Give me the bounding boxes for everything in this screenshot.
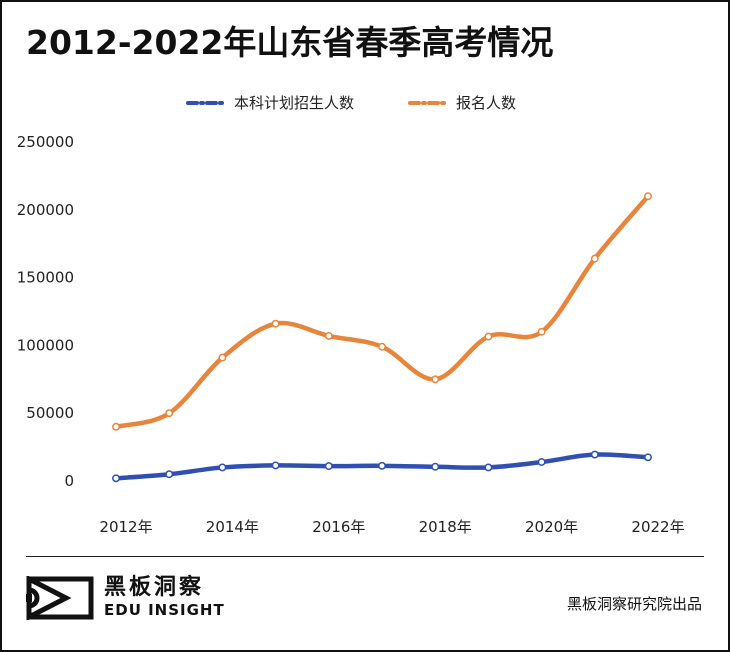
brand-name-cn: 黑板洞察 [104,575,205,600]
x-tick-label: 2018年 [419,518,472,536]
brand-name-en: EDU INSIGHT [104,601,225,619]
data-point-1-6 [431,375,440,384]
data-point-0-9 [590,450,599,459]
legend-swatch-enrollment [186,100,226,105]
data-point-1-2 [218,353,227,362]
footer-divider [26,556,704,557]
data-point-0-10 [644,453,652,462]
data-point-1-5 [378,342,386,351]
credit-text: 黑板洞察研究院出品 [566,595,702,613]
y-tick-label: 0 [64,472,74,490]
data-point-0-8 [537,458,546,466]
x-tick-label: 2014年 [206,518,259,536]
legend-label-enrollment: 本科计划招生人数 [234,94,355,112]
chart-legend: 本科计划招生人数 报名人数 [0,92,730,116]
x-tick-label: 2016年 [312,518,365,536]
page-title: 2012-2022年山东省春季高考情况 [26,23,554,62]
brand-logo: 黑板洞察 EDU INSIGHT [26,576,225,620]
x-tick-label: 2022年 [631,518,684,536]
data-point-1-7 [484,332,493,341]
data-point-1-0 [112,422,120,431]
data-point-1-3 [271,319,280,328]
line-chart: 0 50000 100000 150000 200000 250000 2012年 2014… [17,133,685,536]
data-point-1-4 [324,331,333,340]
legend-item-applicants: 报名人数 [408,92,516,113]
series-line-1 [113,193,651,430]
data-point-1-9 [590,254,599,263]
edu-insight-logo-icon [26,576,94,620]
y-tick-label: 100000 [17,336,74,354]
data-point-0-1 [165,470,174,479]
y-axis-ticks: 0 50000 100000 150000 200000 250000 [17,133,74,490]
x-tick-label: 2012年 [99,518,152,536]
y-tick-label: 150000 [17,269,74,287]
y-tick-label: 250000 [17,133,74,151]
legend-item-enrollment: 本科计划招生人数 [186,92,354,113]
y-tick-label: 50000 [26,404,74,422]
data-point-0-0 [112,474,120,483]
series-layer [112,192,652,483]
data-point-0-3 [271,461,280,470]
data-point-1-1 [165,409,174,418]
data-point-1-10 [644,192,652,201]
data-point-0-7 [484,463,493,472]
x-tick-label: 2020年 [525,518,578,536]
data-point-0-6 [431,462,440,471]
data-point-0-4 [324,462,333,471]
legend-label-applicants: 报名人数 [456,94,517,112]
x-axis-ticks: 2012年 2014年 2016年 2018年 2020年 2022年 [99,518,684,536]
data-point-0-2 [218,463,227,472]
data-point-0-5 [378,461,386,470]
legend-swatch-applicants [408,100,448,105]
y-tick-label: 200000 [17,201,74,219]
data-point-1-8 [537,327,546,336]
